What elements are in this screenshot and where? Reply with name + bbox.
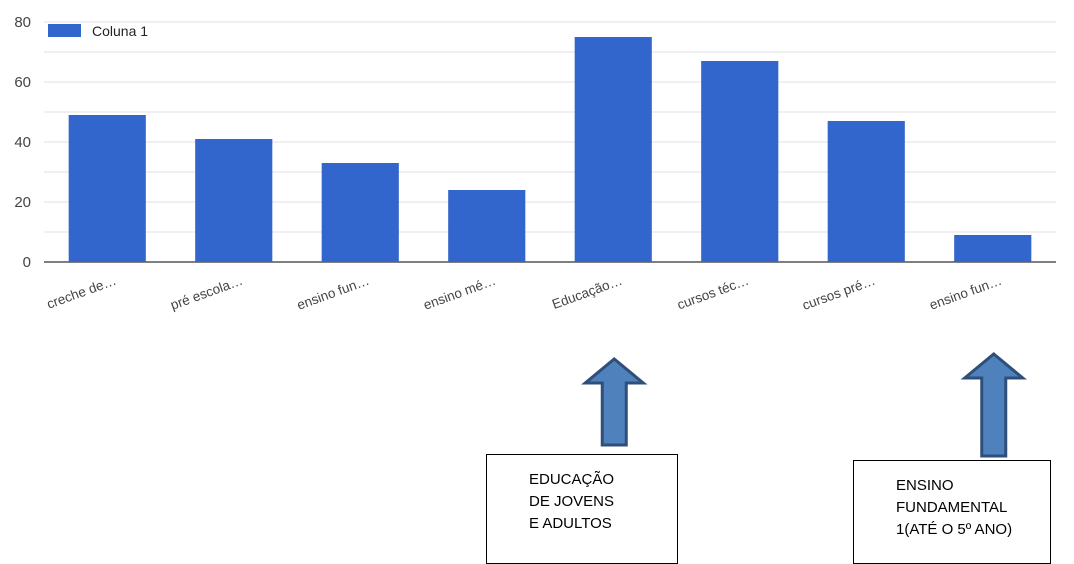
y-tick-labels: 0 20 40 60 80 (14, 14, 31, 271)
bar (827, 121, 905, 262)
bar (574, 37, 652, 262)
bar (321, 163, 399, 262)
up-arrow-icon (581, 357, 648, 447)
callout-line: EDUCAÇÃO (529, 471, 615, 488)
bar (68, 115, 146, 262)
arrows-layer (581, 352, 1027, 458)
bar (448, 190, 526, 262)
callout-box-eja: EDUCAÇÃO DE JOVENS E ADULTOS (486, 454, 678, 564)
bars-layer (68, 37, 1032, 262)
x-category-label: Educação… (550, 273, 624, 312)
bar (195, 139, 273, 262)
y-tick-label: 0 (23, 254, 31, 271)
legend-swatch (48, 24, 81, 37)
y-tick-label: 80 (14, 14, 31, 31)
up-arrow-icon (960, 352, 1027, 458)
legend: Coluna 1 (48, 23, 148, 39)
x-category-label: ensino fun… (295, 273, 371, 313)
x-category-label: cursos téc… (675, 273, 751, 313)
bar (701, 61, 779, 262)
callout-line: FUNDAMENTAL (896, 499, 1008, 516)
callout-box-fundamental: ENSINO FUNDAMENTAL 1(ATÉ O 5º ANO) (853, 460, 1051, 564)
callout-line: E ADULTOS (529, 515, 612, 532)
legend-label: Coluna 1 (92, 23, 148, 39)
callout-line: DE JOVENS (529, 493, 615, 510)
x-category-label: ensino mé… (421, 273, 497, 313)
x-category-label: cursos pré… (800, 273, 877, 313)
bar (954, 235, 1032, 262)
callout-line: 1(ATÉ O 5º ANO) (896, 521, 1013, 538)
callout-line: ENSINO (896, 477, 954, 494)
y-tick-label: 40 (14, 134, 31, 151)
x-category-labels: creche de… pré escola… ensino fun… ensino m… (45, 273, 1004, 313)
y-tick-label: 20 (14, 194, 31, 211)
x-category-label: creche de… (45, 273, 119, 312)
x-category-label: ensino fun… (927, 273, 1003, 313)
y-tick-label: 60 (14, 74, 31, 91)
x-category-label: pré escola… (168, 273, 244, 313)
